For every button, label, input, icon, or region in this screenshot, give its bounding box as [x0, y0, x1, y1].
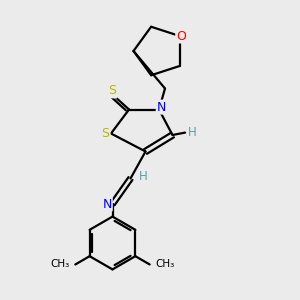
Text: CH₃: CH₃	[51, 260, 70, 269]
Text: N: N	[157, 100, 166, 114]
Text: O: O	[176, 29, 186, 43]
Text: S: S	[102, 127, 110, 140]
Text: CH₃: CH₃	[155, 260, 174, 269]
Text: S: S	[109, 84, 116, 98]
Text: H: H	[139, 169, 148, 183]
Text: H: H	[188, 126, 197, 139]
Text: N: N	[102, 197, 112, 211]
